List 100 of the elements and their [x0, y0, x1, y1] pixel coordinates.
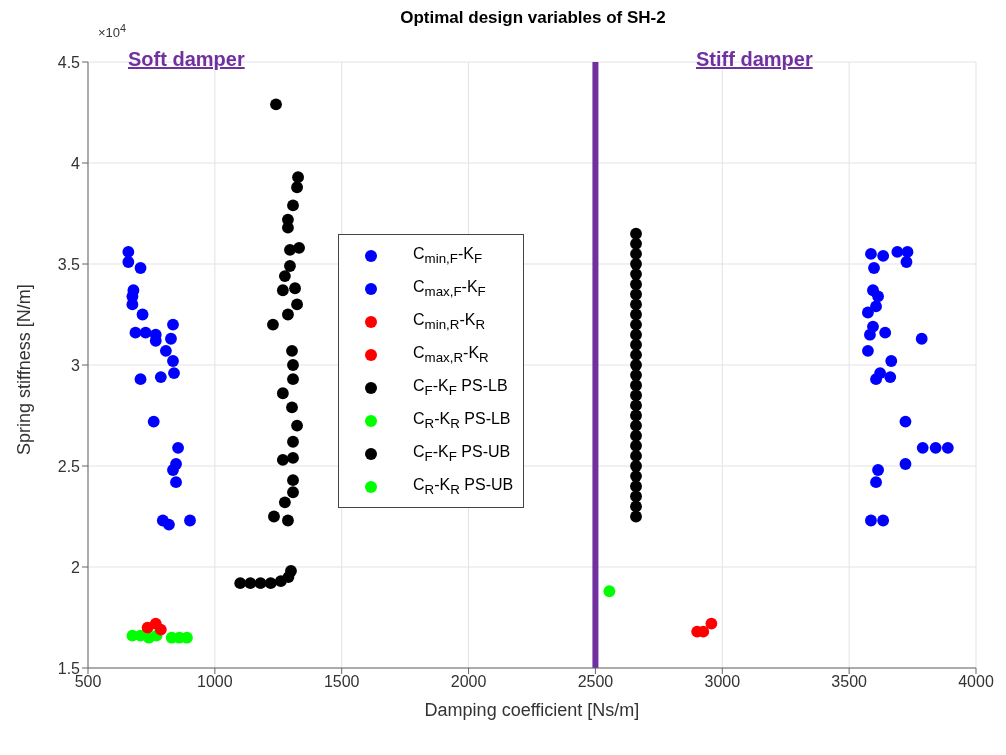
point — [287, 474, 299, 487]
point — [172, 441, 184, 454]
point — [291, 419, 303, 432]
x-tick-label: 1000 — [197, 673, 233, 691]
point — [234, 577, 247, 590]
point — [122, 256, 135, 268]
point — [167, 318, 179, 331]
point — [879, 326, 892, 339]
point — [147, 415, 160, 428]
x-tick-label: 2500 — [577, 673, 614, 691]
legend-label: C$_{max,F}$-K$_{F}$ — [413, 277, 486, 300]
point — [289, 282, 301, 295]
point — [630, 389, 642, 402]
point — [167, 464, 179, 476]
point — [134, 373, 147, 386]
point — [630, 258, 642, 270]
point — [630, 460, 642, 472]
annotation: Soft damper — [128, 48, 245, 71]
point — [276, 454, 289, 466]
y-tick-label: 2 — [71, 558, 81, 576]
legend-label: C$_{F}$-K$_{F}$ PS-UB — [413, 442, 511, 465]
point — [287, 435, 299, 448]
point — [630, 500, 642, 513]
y-tick-label: 3 — [71, 356, 81, 374]
point — [885, 355, 898, 367]
point — [870, 300, 882, 313]
point — [154, 623, 167, 636]
point — [268, 510, 280, 523]
legend-label: C$_{min,F}$-K$_{F}$ — [413, 244, 483, 267]
point — [884, 371, 897, 384]
point — [267, 318, 279, 331]
point — [170, 476, 182, 489]
point — [630, 429, 642, 442]
point — [603, 585, 616, 598]
point — [872, 290, 884, 303]
point — [630, 227, 642, 240]
point — [865, 514, 877, 527]
point — [630, 409, 642, 422]
point — [129, 326, 142, 339]
x-tick-label: 4000 — [958, 673, 994, 691]
point — [282, 514, 294, 527]
point — [163, 518, 175, 531]
point — [915, 332, 928, 345]
x-tick-label: 2000 — [450, 673, 487, 691]
point — [284, 260, 296, 272]
point — [284, 243, 296, 256]
point — [134, 262, 147, 274]
point — [285, 565, 297, 577]
point — [630, 298, 642, 311]
legend-label: C$_{R}$-K$_{R}$ PS-LB — [413, 409, 511, 432]
point — [872, 464, 884, 476]
point — [276, 284, 289, 297]
point — [278, 496, 291, 509]
point — [877, 250, 890, 262]
point — [630, 318, 642, 331]
point — [270, 98, 282, 111]
x-tick-label: 3000 — [704, 673, 741, 691]
point — [870, 373, 882, 386]
y-tick-label: 4 — [71, 154, 81, 172]
chart-title: Optimal design variables of SH-2 — [400, 8, 666, 27]
point — [167, 355, 179, 367]
point — [941, 441, 954, 454]
x-tick-label: 1500 — [323, 673, 360, 691]
x-axis-title: Damping coefficient [Ns/m] — [424, 700, 640, 720]
point — [900, 256, 913, 268]
legend-label: C$_{R}$-K$_{R}$ PS-UB — [413, 475, 514, 498]
point — [630, 419, 642, 432]
point — [287, 486, 299, 499]
point — [165, 332, 177, 345]
point — [899, 458, 912, 470]
point — [862, 306, 874, 319]
point — [891, 245, 904, 258]
legend-label: C$_{min,R}$-K$_{R}$ — [413, 310, 486, 333]
point — [264, 577, 277, 590]
point — [287, 199, 299, 212]
x-tick-label: 500 — [74, 673, 102, 691]
point — [630, 308, 642, 321]
point — [286, 401, 298, 414]
point — [136, 308, 149, 321]
x-tick-label: 3500 — [831, 673, 868, 691]
point — [862, 344, 874, 357]
point — [286, 344, 298, 357]
point — [254, 577, 267, 590]
y-tick-label: 2.5 — [57, 457, 81, 475]
point — [630, 328, 642, 341]
point — [154, 371, 167, 384]
point — [630, 399, 642, 412]
text: ×10$^{4}$ — [98, 22, 127, 41]
y-tick-label: 3.5 — [57, 255, 81, 273]
point — [287, 359, 299, 371]
point — [630, 359, 642, 371]
y-tick-label: 4.5 — [57, 53, 81, 71]
point — [630, 288, 642, 301]
point — [865, 247, 877, 260]
point — [244, 577, 257, 590]
annotation: Stiff damper — [696, 48, 813, 71]
point — [870, 476, 882, 489]
point — [282, 308, 294, 321]
point — [899, 415, 912, 428]
legend-label: C$_{F}$-K$_{F}$ PS-LB — [413, 376, 508, 399]
